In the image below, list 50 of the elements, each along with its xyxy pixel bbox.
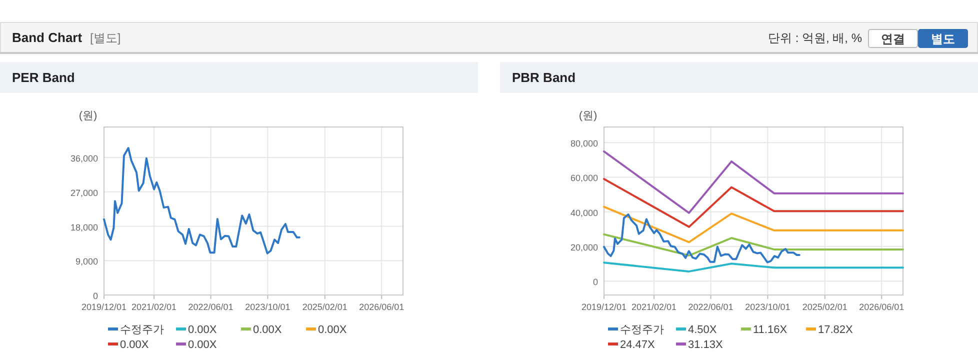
- line-series: [603, 213, 800, 264]
- y-tick-label: 40,000: [570, 208, 598, 218]
- x-tick-label: 2025/02/01: [802, 302, 848, 312]
- legend-label: 수정주가: [620, 324, 664, 336]
- line-series: [603, 233, 904, 257]
- x-tick-label: 2022/06/01: [688, 302, 734, 312]
- x-tick-label: 2022/06/01: [188, 302, 234, 312]
- x-tick-label: 2025/02/01: [302, 302, 348, 312]
- chart-title: PER Band: [12, 70, 75, 85]
- y-tick-label: 20,000: [570, 242, 598, 253]
- text: 단위 : 억원, 배, %: [768, 31, 862, 45]
- y-tick-label: 80,000: [570, 138, 598, 149]
- line-series: [103, 147, 300, 254]
- x-tick-label: 2023/10/01: [245, 302, 290, 312]
- y-tick-label: 18,000: [70, 222, 98, 232]
- text: 별도: [931, 32, 955, 46]
- legend-label: 0.00X: [120, 339, 150, 351]
- legend-label: 0.00X: [188, 324, 218, 336]
- x-tick-label: 2026/06/01: [859, 302, 904, 312]
- legend-label: 17.82X: [818, 324, 854, 336]
- legend-label: 0.00X: [253, 324, 282, 336]
- y-tick-label: 0: [592, 277, 598, 288]
- y-tick-label: 9,000: [75, 256, 98, 267]
- y-tick-label: 60,000: [570, 173, 598, 184]
- x-tick-label: 2023/10/01: [745, 302, 790, 312]
- legend-label: 24.47X: [620, 339, 656, 351]
- y-axis-title: (원): [78, 110, 98, 122]
- legend-label: 4.50X: [688, 324, 718, 336]
- x-tick-label: 2026/06/01: [359, 302, 404, 312]
- legend-label: 11.16X: [753, 324, 788, 336]
- x-tick-label: 2019/12/01: [581, 302, 627, 312]
- text: [별도]: [90, 31, 121, 45]
- line-series: [603, 150, 904, 214]
- line-series: [603, 178, 904, 228]
- line-series: [603, 206, 904, 244]
- line-series: [603, 262, 904, 272]
- text: 연결: [881, 32, 905, 46]
- x-tick-label: 2021/02/01: [632, 302, 677, 312]
- text: Band Chart: [12, 30, 83, 45]
- legend-label: 0.00X: [188, 339, 218, 351]
- x-tick-label: 2021/02/01: [132, 302, 177, 312]
- x-tick-label: 2019/12/01: [81, 302, 127, 312]
- legend-label: 수정주가: [120, 324, 164, 336]
- legend-label: 0.00X: [318, 324, 348, 336]
- legend-label: 31.13X: [688, 339, 724, 351]
- y-tick-label: 0: [92, 291, 98, 301]
- y-tick-label: 36,000: [70, 154, 98, 164]
- y-tick-label: 27,000: [70, 188, 98, 198]
- chart-title: PBR Band: [512, 70, 576, 85]
- y-axis-title: (원): [578, 110, 598, 122]
